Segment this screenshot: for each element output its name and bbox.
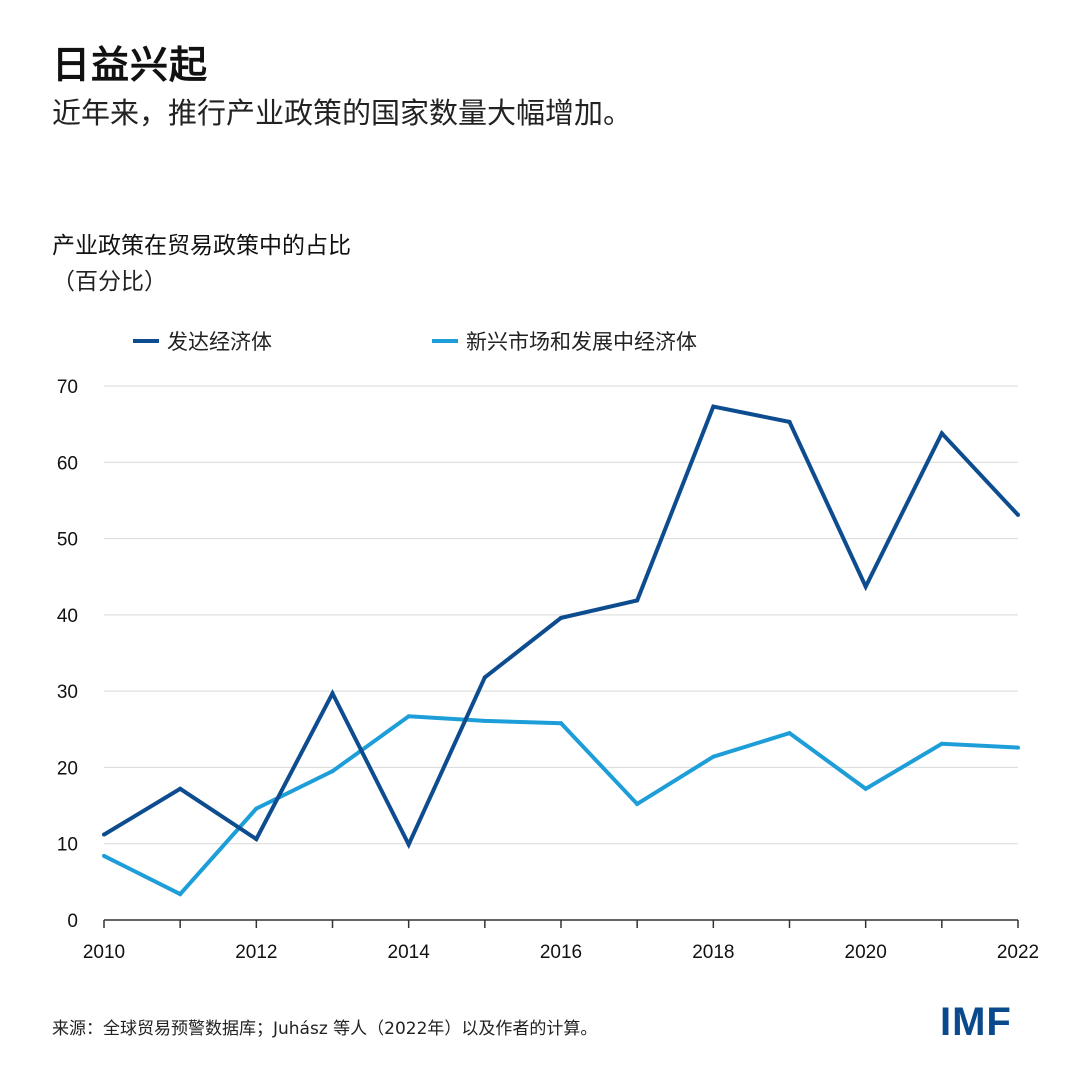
legend-label-advanced: 发达经济体	[167, 330, 272, 354]
y-tick-label-20: 20	[57, 758, 78, 779]
y-axis-unit: （百分比）	[52, 269, 167, 295]
data-point-advanced-2015	[482, 675, 487, 680]
x-tick-label-2016: 2016	[540, 942, 582, 963]
x-tick-label-2020: 2020	[845, 942, 887, 963]
data-point-advanced-2021	[939, 431, 944, 436]
data-point-emerging-2014	[406, 714, 411, 719]
page-subtitle: 近年来，推行产业政策的国家数量大幅增加。	[52, 96, 633, 130]
data-point-advanced-2022	[1016, 512, 1020, 517]
data-point-advanced-2014	[406, 842, 411, 847]
y-tick-label-50: 50	[57, 530, 78, 551]
data-point-advanced-2011	[178, 786, 183, 791]
legend-item-advanced: 发达经济体	[133, 326, 272, 356]
data-point-emerging-2018	[711, 754, 716, 759]
data-point-emerging-2022	[1016, 745, 1020, 750]
y-tick-label-30: 30	[57, 682, 78, 703]
x-tick-label-2010: 2010	[83, 942, 125, 963]
legend-label-emerging: 新兴市场和发展中经济体	[466, 330, 697, 354]
page-title: 日益兴起	[52, 43, 209, 87]
data-point-emerging-2010	[102, 853, 106, 858]
data-point-emerging-2021	[939, 741, 944, 746]
legend-swatch-advanced	[133, 339, 159, 343]
source-note: 来源：全球贸易预警数据库；Juhász 等人（2022年）以及作者的计算。	[52, 1019, 598, 1039]
legend-item-emerging: 新兴市场和发展中经济体	[432, 326, 697, 356]
imf-logo: IMF	[940, 1000, 1012, 1044]
x-tick-label-2012: 2012	[235, 942, 277, 963]
y-tick-label-60: 60	[57, 453, 78, 474]
y-tick-label-10: 10	[57, 835, 78, 856]
series-line-emerging	[103, 714, 1019, 897]
data-point-emerging-2020	[863, 786, 868, 791]
data-point-advanced-2012	[254, 837, 259, 842]
data-point-emerging-2016	[559, 721, 563, 726]
x-tick-label-2014: 2014	[388, 942, 431, 963]
chart-legend: 发达经济体 新兴市场和发展中经济体	[0, 326, 1080, 362]
y-tick-label-40: 40	[57, 606, 78, 627]
x-tick-label-2022: 2022	[997, 942, 1039, 963]
data-point-advanced-2020	[863, 584, 868, 589]
y-tick-label-0: 0	[67, 911, 78, 932]
data-point-emerging-2019	[787, 731, 792, 736]
data-point-advanced-2017	[635, 598, 640, 603]
y-tick-label-70: 70	[57, 377, 78, 398]
chart-title: 产业政策在贸易政策中的占比	[52, 233, 351, 259]
data-point-emerging-2015	[482, 718, 487, 723]
data-point-advanced-2010	[102, 832, 106, 837]
data-point-advanced-2016	[559, 615, 563, 620]
data-point-emerging-2011	[178, 892, 183, 897]
data-point-emerging-2012	[254, 806, 259, 811]
data-point-advanced-2019	[787, 419, 792, 424]
data-point-emerging-2013	[330, 769, 335, 774]
data-point-advanced-2013	[330, 691, 335, 696]
data-point-emerging-2017	[635, 802, 640, 807]
data-point-advanced-2018	[711, 404, 716, 409]
x-tick-label-2018: 2018	[692, 942, 734, 963]
legend-swatch-emerging	[432, 339, 458, 343]
